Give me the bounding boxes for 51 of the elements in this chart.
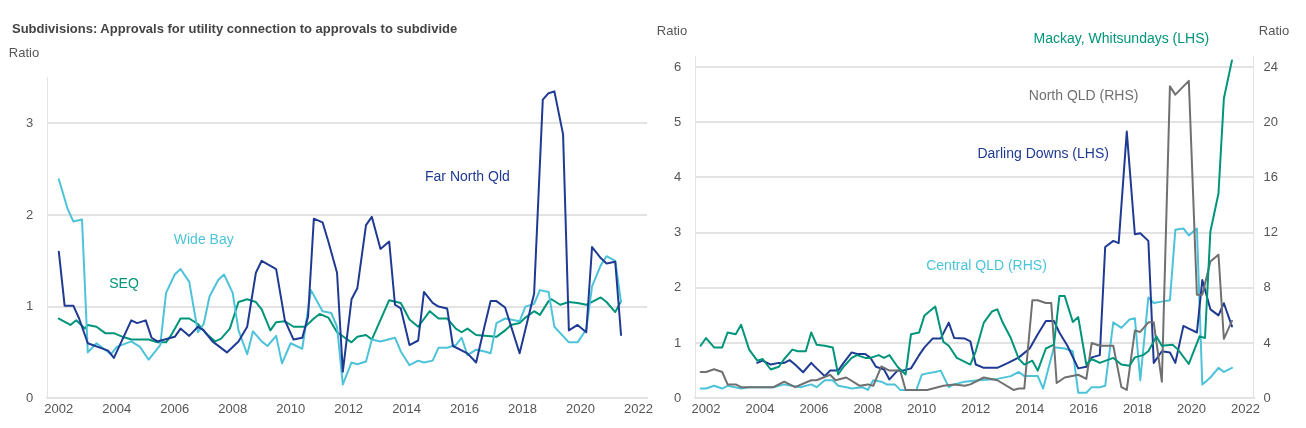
x-tick-label: 2004 — [102, 400, 132, 416]
y-tick-label: 0 — [674, 389, 682, 405]
y-tick-label: 1 — [674, 334, 682, 350]
x-tick-label: 2008 — [853, 400, 883, 416]
y-tick-label: 1 — [26, 298, 34, 314]
chart-title: Subdivisions: Approvals for utility connection to approvals to subdivide — [12, 21, 458, 37]
series-label: Darling Downs (LHS) — [977, 144, 1109, 161]
y-tick-label: 6 — [674, 58, 682, 74]
x-tick-label: 2022 — [1230, 400, 1260, 416]
series-label: Wide Bay — [173, 230, 234, 247]
y2-tick-label: 20 — [1263, 113, 1279, 129]
text: North QLD (RHS) — [1028, 87, 1139, 104]
x-tick-label: 2006 — [160, 400, 190, 416]
y2-tick-label: 12 — [1263, 224, 1279, 240]
x-tick-label: 2008 — [218, 400, 248, 416]
x-tick-label: 2014 — [1015, 400, 1045, 416]
x-tick-label: 2012 — [961, 400, 991, 416]
x-tick-label: 2016 — [450, 400, 479, 416]
y-axis-title: Ratio — [656, 23, 688, 39]
x-tick-label: 2018 — [508, 400, 537, 416]
y-tick-label: 0 — [26, 389, 34, 405]
x-tick-label: 2010 — [907, 400, 937, 416]
y2-tick-label: 4 — [1263, 334, 1271, 350]
y-tick-label: 2 — [26, 206, 34, 222]
y2-tick-label: 0 — [1263, 389, 1271, 405]
x-tick-label: 2002 — [44, 400, 74, 416]
y2-axis-title: Ratio — [1258, 23, 1290, 39]
series-label: Mackay, Whitsundays (LHS) — [1033, 30, 1210, 47]
y2-tick-label: 16 — [1263, 169, 1279, 184]
text: Far North Qld — [425, 168, 510, 185]
y-tick-label: 5 — [674, 113, 682, 129]
x-tick-label: 2002 — [691, 400, 721, 416]
x-tick-label: 2020 — [1177, 400, 1206, 416]
text: SEQ — [109, 275, 139, 292]
y-tick-label: 3 — [674, 224, 682, 240]
x-tick-label: 2010 — [276, 400, 306, 416]
y2-tick-label: 24 — [1263, 58, 1279, 74]
x-tick-label: 2016 — [1069, 400, 1099, 416]
x-tick-label: 2006 — [799, 400, 829, 416]
y-tick-label: 3 — [26, 114, 34, 130]
x-tick-label: 2004 — [745, 400, 775, 416]
x-tick-label: 2012 — [334, 400, 364, 416]
x-tick-label: 2014 — [392, 400, 422, 416]
text: Central QLD (RHS) — [926, 256, 1047, 273]
x-tick-label: 2018 — [1123, 400, 1153, 416]
y-axis-title: Ratio — [8, 44, 40, 60]
y-tick-label: 2 — [674, 279, 682, 295]
y2-tick-label: 8 — [1263, 279, 1271, 295]
x-tick-label: 2022 — [623, 400, 653, 416]
x-tick-label: 2020 — [566, 400, 595, 416]
y-tick-label: 4 — [674, 169, 682, 184]
